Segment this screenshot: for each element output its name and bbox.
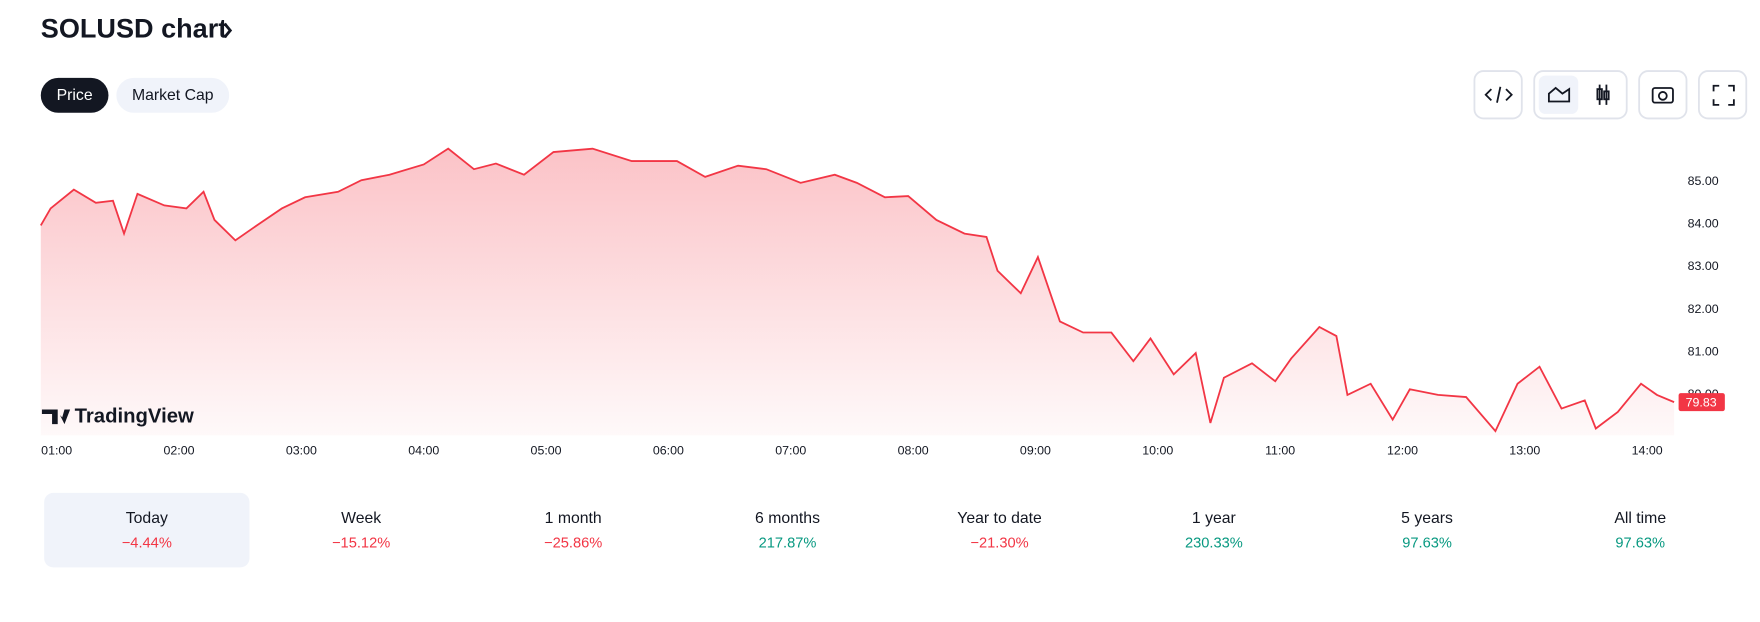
tab-market-cap[interactable] (116, 77, 230, 113)
period-label[interactable]: 1 month (545, 510, 602, 527)
period-button[interactable] (1538, 493, 1743, 567)
period-button[interactable] (471, 493, 676, 567)
period-label[interactable]: 6 months (755, 510, 820, 527)
chart-style-group (1533, 70, 1628, 120)
toolbar (1473, 70, 1748, 120)
x-tick-label: 04:00 (408, 443, 439, 457)
candle-icon (1596, 88, 1603, 101)
tab-price[interactable] (40, 77, 109, 113)
x-tick-label: 03:00 (286, 443, 317, 457)
y-tick-label: 84.00 (1688, 216, 1719, 230)
x-tick-label: 01:00 (41, 443, 72, 457)
y-tick-label: 83.00 (1688, 259, 1719, 273)
x-tick-label: 09:00 (1020, 443, 1051, 457)
price-line (40, 147, 1675, 433)
period-button[interactable] (44, 493, 249, 567)
period-change[interactable]: 97.63% (1615, 536, 1665, 552)
price-area (40, 148, 1675, 436)
period-label[interactable]: Year to date (957, 510, 1042, 527)
period-change[interactable]: 217.87% (759, 536, 817, 552)
period-button[interactable] (685, 493, 890, 567)
period-button[interactable] (897, 493, 1102, 567)
x-tick-label: 07:00 (775, 443, 806, 457)
period-label[interactable]: 5 years (1401, 510, 1453, 527)
embed-button[interactable] (1473, 70, 1523, 120)
area-style-button[interactable] (1538, 75, 1579, 114)
period-label[interactable]: 1 year (1192, 510, 1236, 527)
period-change[interactable]: −15.12% (332, 536, 390, 552)
period-change[interactable]: 230.33% (1185, 536, 1243, 552)
branding: TradingView (75, 406, 194, 428)
period-label[interactable]: All time (1614, 510, 1666, 527)
price-tag (1678, 393, 1725, 412)
x-tick-label: 06:00 (653, 443, 684, 457)
tab-label[interactable]: Market Cap (132, 87, 214, 104)
plot: 80.0081.0082.0083.0084.0085.0001:0002:00… (40, 147, 1725, 457)
x-tick-label: 10:00 (1142, 443, 1173, 457)
camera-icon (1651, 87, 1674, 104)
y-tick-label: 82.00 (1688, 302, 1719, 316)
price-tag-label: 79.83 (1686, 396, 1717, 410)
camera-lens (1657, 91, 1668, 101)
fullscreen-button[interactable] (1698, 70, 1748, 120)
page-title[interactable]: SOLUSD chart (41, 13, 227, 44)
x-tick-label: 02:00 (164, 443, 195, 457)
y-tick-label: 81.00 (1688, 344, 1719, 358)
x-tick-label: 13:00 (1509, 443, 1540, 457)
area-icon (1547, 86, 1571, 103)
period-label[interactable]: Week (341, 510, 381, 527)
fullscreen-icon (1712, 84, 1735, 106)
period-change[interactable]: −25.86% (544, 536, 602, 552)
period-change[interactable]: −21.30% (970, 536, 1028, 552)
periods: Today −4.44% Week −15.12% 1 month −25.86% 6 mo… (44, 492, 1743, 568)
candle-icon (1603, 90, 1610, 101)
x-tick-label: 11:00 (1265, 443, 1295, 457)
tradingview-logo (41, 409, 71, 425)
period-change[interactable]: −4.44% (122, 536, 172, 552)
period-change[interactable]: 97.63% (1402, 536, 1452, 552)
period-button[interactable] (1111, 493, 1316, 567)
chevron-icon[interactable] (223, 22, 233, 39)
x-tick-label: 14:00 (1632, 443, 1663, 457)
period-button[interactable] (258, 493, 463, 567)
y-tick-label: 85.00 (1688, 174, 1719, 188)
x-tick-label: 12:00 (1387, 443, 1418, 457)
x-tick-label: 08:00 (898, 443, 929, 457)
period-selected (44, 492, 250, 568)
tab-label[interactable]: Price (57, 87, 93, 104)
period-button[interactable] (1324, 493, 1529, 567)
candles-icon[interactable] (1598, 84, 1608, 105)
embed-icon (1484, 86, 1513, 103)
snapshot-button[interactable] (1638, 70, 1688, 120)
x-tick-label: 05:00 (531, 443, 562, 457)
period-label[interactable]: Today (126, 510, 168, 527)
